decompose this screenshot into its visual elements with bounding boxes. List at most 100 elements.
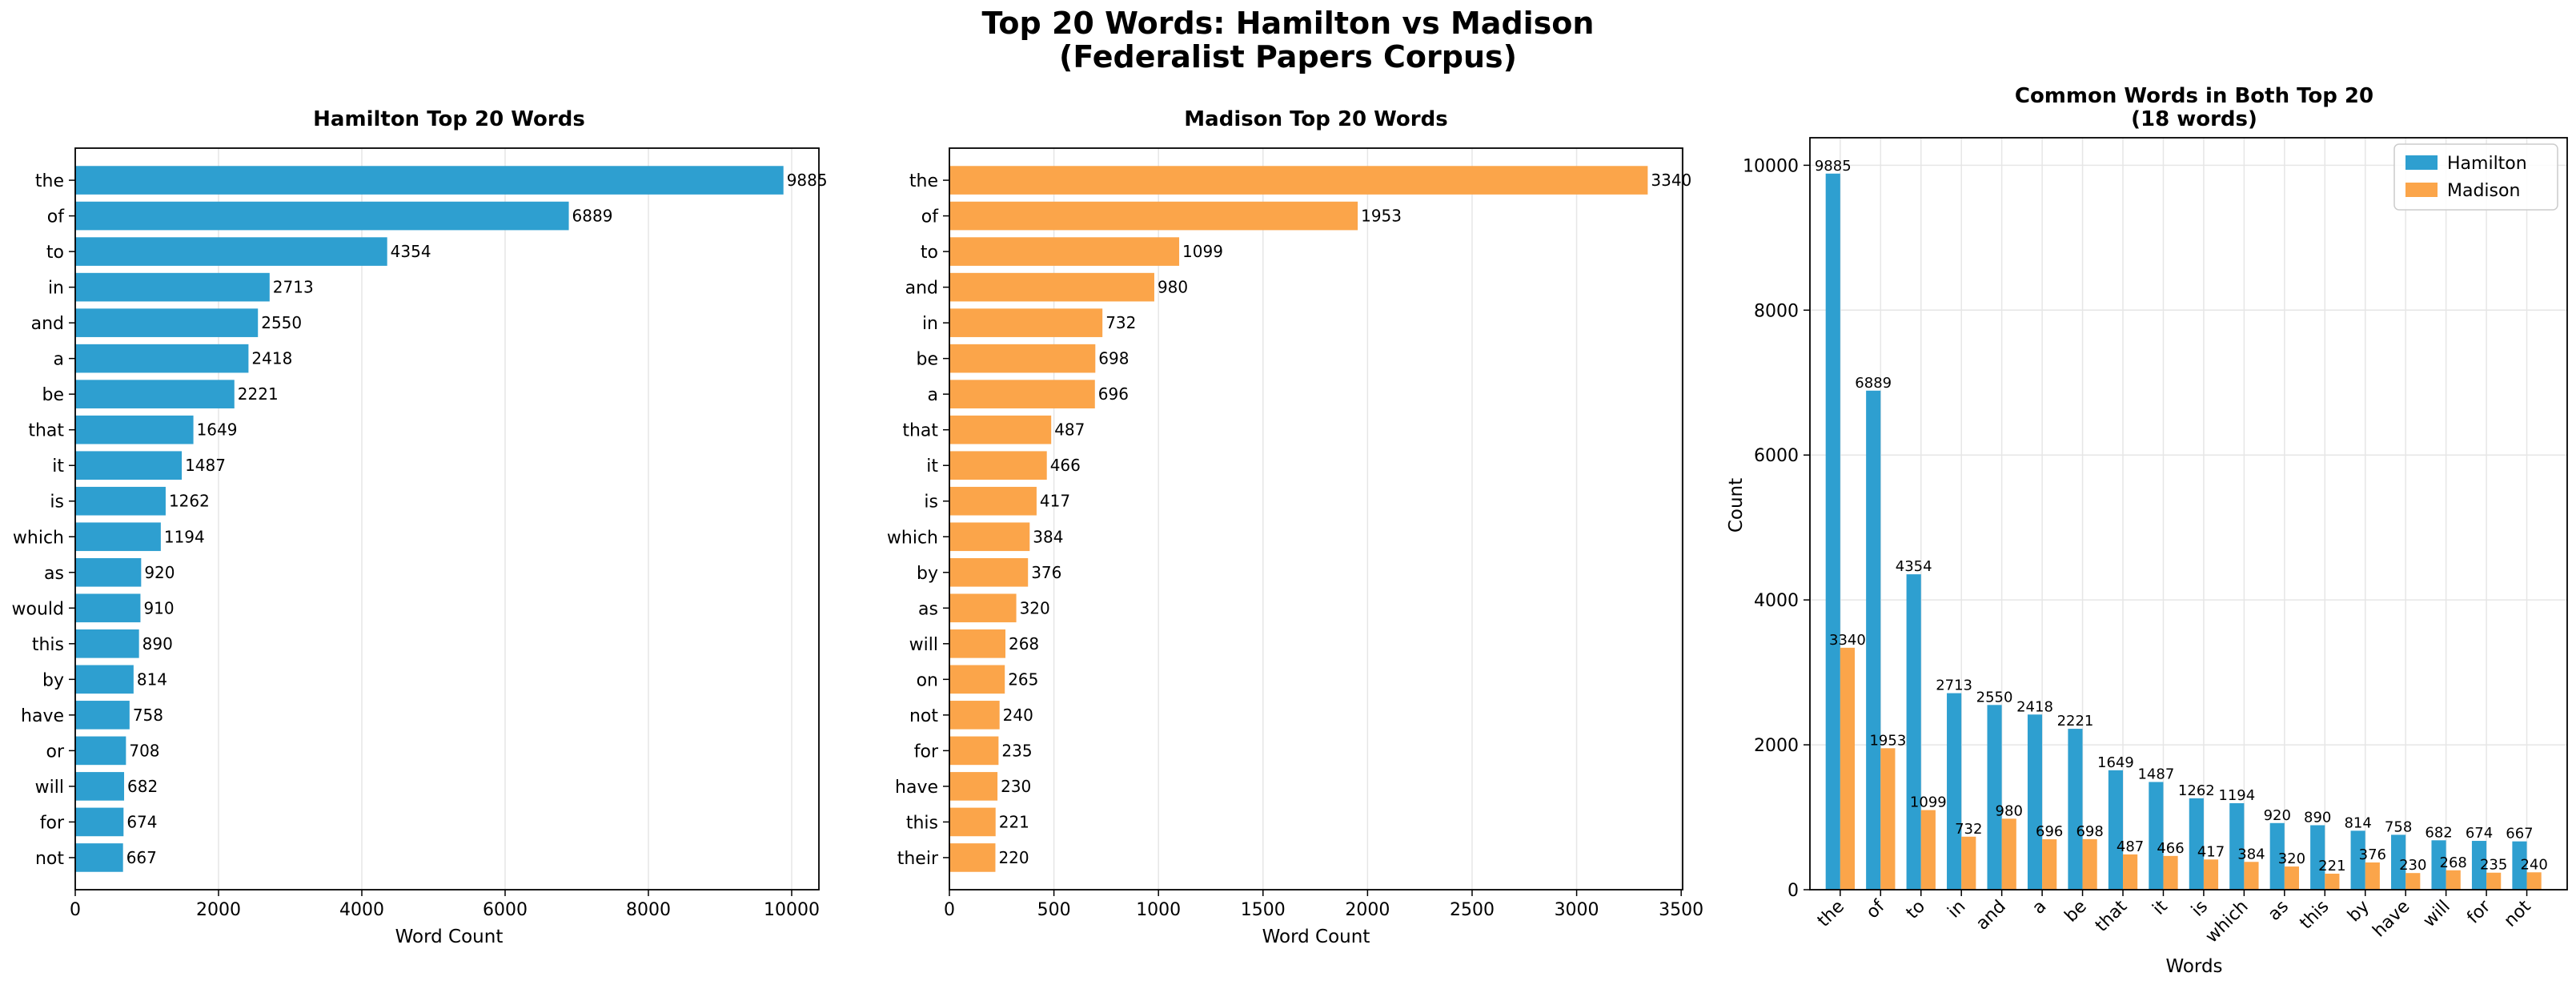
- madison-y-tick-label: not: [909, 706, 938, 726]
- hamilton-value-label: 674: [126, 812, 157, 831]
- hamilton-common-bar: [2189, 798, 2204, 890]
- hamilton-y-tick-label: have: [21, 706, 64, 726]
- hamilton-common-bar: [2229, 802, 2245, 890]
- hamilton-common-value-label: 890: [2304, 809, 2331, 826]
- hamilton-value-label: 682: [127, 777, 158, 796]
- hamilton-common-value-label: 1194: [2218, 787, 2255, 804]
- hamilton-common-value-label: 9885: [1815, 158, 1852, 175]
- madison-common-bar: [1880, 748, 1896, 890]
- madison-bar: [949, 451, 1047, 480]
- madison-bar: [949, 201, 1358, 231]
- hamilton-bar: [75, 201, 569, 231]
- madison-x-tick-label: 2500: [1450, 900, 1495, 920]
- hamilton-y-tick-label: as: [44, 564, 64, 584]
- hamilton-common-value-label: 1487: [2137, 766, 2174, 782]
- common-x-tick-label: it: [2149, 896, 2172, 919]
- madison-common-value-label: 268: [2440, 854, 2467, 871]
- madison-value-label: 1953: [1361, 207, 1402, 226]
- hamilton-bar: [75, 557, 142, 587]
- hamilton-top20-chart: Hamilton Top 20 Words Word Count 0 2000 40…: [12, 107, 828, 947]
- madison-y-tick-label: of: [921, 207, 939, 227]
- madison-value-label: 384: [1033, 527, 1063, 546]
- hamilton-bar: [75, 486, 166, 516]
- common-x-tick-label: of: [1863, 896, 1890, 923]
- hamilton-bar: [75, 807, 124, 837]
- madison-common-value-label: 221: [2318, 858, 2345, 874]
- hamilton-value-label: 758: [133, 706, 163, 725]
- hamilton-value-label: 667: [126, 848, 157, 867]
- hamilton-common-value-label: 6889: [1855, 375, 1892, 392]
- madison-y-tick-label: have: [895, 778, 938, 798]
- madison-value-label: 268: [1009, 634, 1039, 653]
- common-y-tick-label: 0: [1788, 881, 1799, 901]
- hamilton-y-tick-label: be: [42, 385, 65, 405]
- madison-bar: [949, 807, 996, 837]
- madison-common-value-label: 417: [2197, 843, 2225, 860]
- madison-common-bar: [2365, 862, 2380, 890]
- madison-y-tick-label: that: [902, 421, 938, 441]
- hamilton-plot-frame: [74, 147, 820, 891]
- hamilton-x-tick-label: 8000: [626, 900, 671, 920]
- madison-common-value-label: 230: [2399, 857, 2426, 874]
- hamilton-value-label: 708: [129, 741, 159, 760]
- common-x-tick-label: for: [2463, 896, 2495, 928]
- madison-value-label: 732: [1105, 313, 1136, 332]
- madison-bar: [949, 415, 1052, 444]
- common-y-tick-label: 4000: [1754, 591, 1799, 611]
- hamilton-y-tick-label: it: [52, 456, 64, 476]
- hamilton-common-value-label: 920: [2264, 807, 2291, 824]
- madison-y-tick-label: be: [917, 350, 939, 370]
- madison-y-tick-label: and: [905, 279, 938, 299]
- madison-value-label: 320: [1020, 598, 1050, 617]
- madison-common-bar: [2203, 859, 2219, 890]
- hamilton-y-tick-label: is: [50, 492, 64, 513]
- hamilton-value-label: 1194: [164, 527, 205, 546]
- madison-bar: [949, 557, 1029, 587]
- hamilton-legend-swatch: [2405, 155, 2438, 170]
- hamilton-value-label: 814: [137, 669, 167, 689]
- hamilton-common-bar: [1866, 390, 1881, 890]
- hamilton-value-label: 910: [143, 598, 174, 617]
- hamilton-x-tick-label: 4000: [339, 900, 384, 920]
- hamilton-y-tick-label: this: [32, 635, 64, 655]
- hamilton-value-label: 1487: [185, 456, 226, 475]
- madison-common-bar: [2123, 854, 2138, 890]
- madison-x-tick-label: 1000: [1136, 900, 1181, 920]
- madison-bar: [949, 665, 1005, 694]
- madison-common-value-label: 320: [2278, 850, 2305, 867]
- hamilton-value-label: 2550: [261, 313, 302, 332]
- hamilton-y-tick-label: in: [48, 279, 64, 299]
- madison-common-value-label: 1099: [1910, 794, 1947, 811]
- madison-common-bar: [1961, 836, 1976, 890]
- madison-top20-chart: Madison Top 20 Words Word Count 0 500 1000…: [887, 107, 1703, 947]
- madison-x-axis-label: Word Count: [1262, 927, 1370, 947]
- madison-common-value-label: 1953: [1869, 732, 1906, 749]
- madison-common-value-label: 240: [2520, 856, 2547, 873]
- hamilton-y-tick-label: by: [42, 670, 64, 690]
- madison-bar: [949, 272, 1154, 302]
- hamilton-y-tick-label: to: [46, 243, 64, 263]
- common-words-chart: Common Words in Both Top 20 (18 words) W…: [1726, 84, 2568, 977]
- hamilton-bar: [75, 629, 139, 658]
- madison-value-label: 220: [998, 848, 1029, 867]
- hamilton-bar: [75, 772, 125, 801]
- hamilton-common-value-label: 1262: [2178, 782, 2215, 799]
- madison-value-label: 466: [1050, 456, 1081, 475]
- madison-y-tick-label: it: [926, 456, 938, 476]
- madison-bar: [949, 843, 996, 872]
- hamilton-y-tick-label: not: [35, 849, 64, 869]
- hamilton-common-value-label: 2221: [2057, 713, 2094, 730]
- madison-common-value-label: 732: [1955, 821, 1982, 838]
- hamilton-x-tick-label: 10000: [764, 900, 820, 920]
- common-x-tick-label: is: [2188, 897, 2212, 921]
- madison-x-tick-label: 3500: [1659, 900, 1703, 920]
- hamilton-x-axis-label: Word Count: [395, 927, 504, 947]
- hamilton-bar: [75, 736, 126, 766]
- madison-common-bar: [2244, 862, 2259, 890]
- hamilton-x-tick-label: 2000: [196, 900, 241, 920]
- hamilton-y-tick-label: for: [40, 813, 65, 833]
- hamilton-value-label: 2418: [251, 349, 292, 368]
- common-x-tick-label: which: [2202, 897, 2253, 947]
- madison-x-tick-label: 0: [944, 900, 955, 920]
- madison-y-tick-label: the: [909, 171, 938, 191]
